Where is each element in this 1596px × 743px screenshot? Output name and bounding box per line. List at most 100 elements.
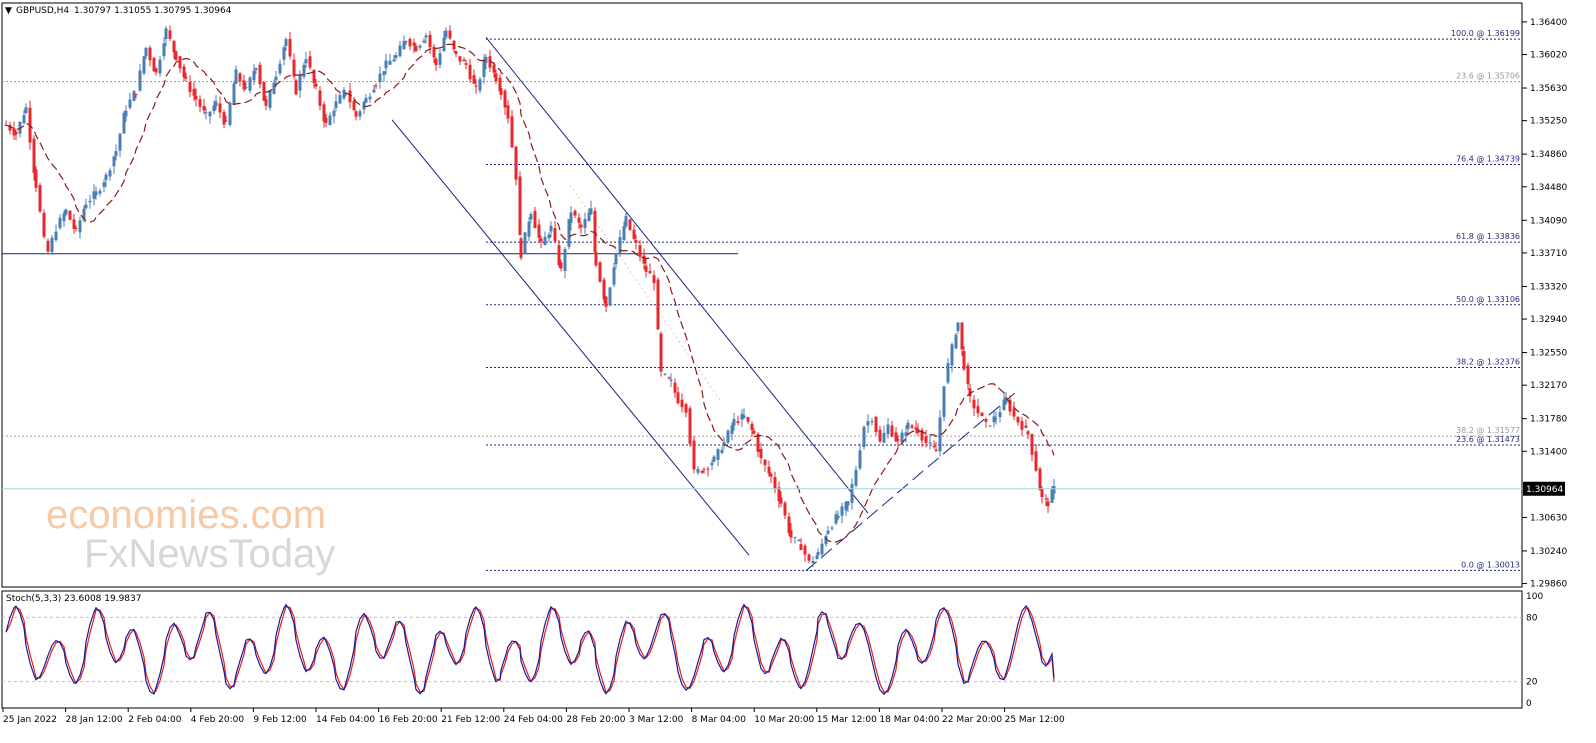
candle-body <box>68 210 72 220</box>
candle-body <box>950 344 954 366</box>
candle-body <box>787 516 791 534</box>
time-tick-label: 24 Feb 04:00 <box>504 715 563 725</box>
stochastic-tick-label: 80 <box>1526 613 1538 623</box>
candle-body <box>870 421 874 423</box>
candle-body <box>428 34 432 48</box>
candle-body <box>976 406 980 414</box>
candle-body <box>94 191 98 196</box>
candle-body <box>218 103 222 113</box>
candle-body <box>8 124 12 131</box>
fib-trendline[interactable] <box>569 184 721 401</box>
candle-body <box>284 39 288 46</box>
candle-body <box>224 120 228 122</box>
collapse-arrow-icon[interactable]: ▼ <box>5 6 12 16</box>
candle-body <box>1004 397 1008 404</box>
watermark-brand: economies.com <box>46 493 326 537</box>
candle-body <box>448 30 452 39</box>
candle-body <box>946 363 950 383</box>
candle-body <box>894 432 898 442</box>
price-tick-label: 1.30630 <box>1530 513 1567 523</box>
candle-body <box>669 379 673 381</box>
candle-body <box>1020 421 1024 430</box>
candle-body <box>332 110 336 117</box>
candle-body <box>444 30 448 38</box>
candle-body <box>342 89 346 99</box>
candle-body <box>1002 399 1006 411</box>
candle-body <box>88 200 92 203</box>
stochastic-main-line <box>5 603 1055 696</box>
candle-body <box>956 322 960 332</box>
time-tick-label: 28 Feb 20:00 <box>566 715 625 725</box>
candle-body <box>569 212 573 223</box>
candle-body <box>398 45 402 57</box>
candle-body <box>836 515 840 519</box>
candle-body <box>154 68 158 73</box>
candle-body <box>214 101 218 107</box>
candle-body <box>874 416 878 432</box>
candle-body <box>914 427 918 430</box>
price-tick-label: 1.34480 <box>1530 183 1567 193</box>
candle-body <box>168 30 172 39</box>
candle-body <box>567 218 571 247</box>
candle-body <box>972 399 976 409</box>
candle-body <box>750 423 754 431</box>
candle-body <box>328 115 332 125</box>
channel-upper-line[interactable] <box>485 37 869 514</box>
candle-body <box>162 43 166 57</box>
fib-level-label: 50.0 @ 1.33106 <box>1456 295 1520 304</box>
candle-body <box>830 527 834 529</box>
candle-body <box>680 399 684 408</box>
candle-body <box>192 88 196 96</box>
candle-body <box>656 279 660 330</box>
candle-body <box>932 446 936 448</box>
watermark-sub-brand: FxNewsToday <box>84 532 335 576</box>
candle-body <box>924 436 928 443</box>
candle-body <box>388 60 392 65</box>
channel-lower-line[interactable] <box>391 119 750 556</box>
candle-body <box>308 56 312 68</box>
candle-body <box>348 90 352 103</box>
candle-body <box>324 118 328 123</box>
candle-body <box>252 70 256 81</box>
price-tick-label: 1.36400 <box>1530 18 1567 28</box>
candle-body <box>64 209 68 215</box>
candle-body <box>763 459 767 466</box>
candle-body <box>980 412 984 417</box>
candle-body <box>573 210 577 216</box>
price-axis: 1.36400 1.36020 1.35630 1.35250 1.34860 1.344… <box>1522 18 1567 590</box>
candle-body <box>282 47 286 60</box>
candle-body <box>602 279 606 300</box>
candle-body <box>736 421 740 423</box>
time-tick-label: 25 Jan 2022 <box>3 715 57 725</box>
stochastic-signal-line <box>5 605 1055 694</box>
candle-body <box>208 111 212 117</box>
candle-body <box>692 440 696 470</box>
candle-body <box>84 204 88 209</box>
candle-body <box>589 208 593 215</box>
candle-body <box>414 45 418 52</box>
fibonacci-retracement[interactable]: 100.0 @ 1.36199 23.6 @ 1.35706 76.4 @ 1.34… <box>2 29 1522 571</box>
candle-body <box>38 185 42 212</box>
rising-trendline[interactable] <box>805 392 1016 572</box>
candle-body <box>854 469 858 486</box>
candle-body <box>58 217 62 229</box>
time-tick-label: 16 Feb 20:00 <box>379 715 438 725</box>
stochastic-tick-label: 100 <box>1526 592 1543 602</box>
candle-body <box>811 560 815 563</box>
candle-body <box>434 58 438 66</box>
time-tick-label: 18 Mar 04:00 <box>879 715 939 725</box>
candle-body <box>312 69 316 83</box>
candle-body <box>928 442 932 444</box>
candle-body <box>1038 468 1042 491</box>
fib-level-label: 23.6 @ 1.35706 <box>1456 71 1520 80</box>
candle-body <box>994 418 998 420</box>
candle-body <box>942 386 946 417</box>
time-tick-label: 3 Mar 12:00 <box>629 715 684 725</box>
candle-body <box>268 90 272 108</box>
candle-body <box>464 63 468 65</box>
candle-body <box>539 238 543 242</box>
candle-body <box>759 448 763 459</box>
current-price-badge <box>1523 481 1565 496</box>
candle-body <box>519 238 523 258</box>
candle-body <box>454 51 458 55</box>
